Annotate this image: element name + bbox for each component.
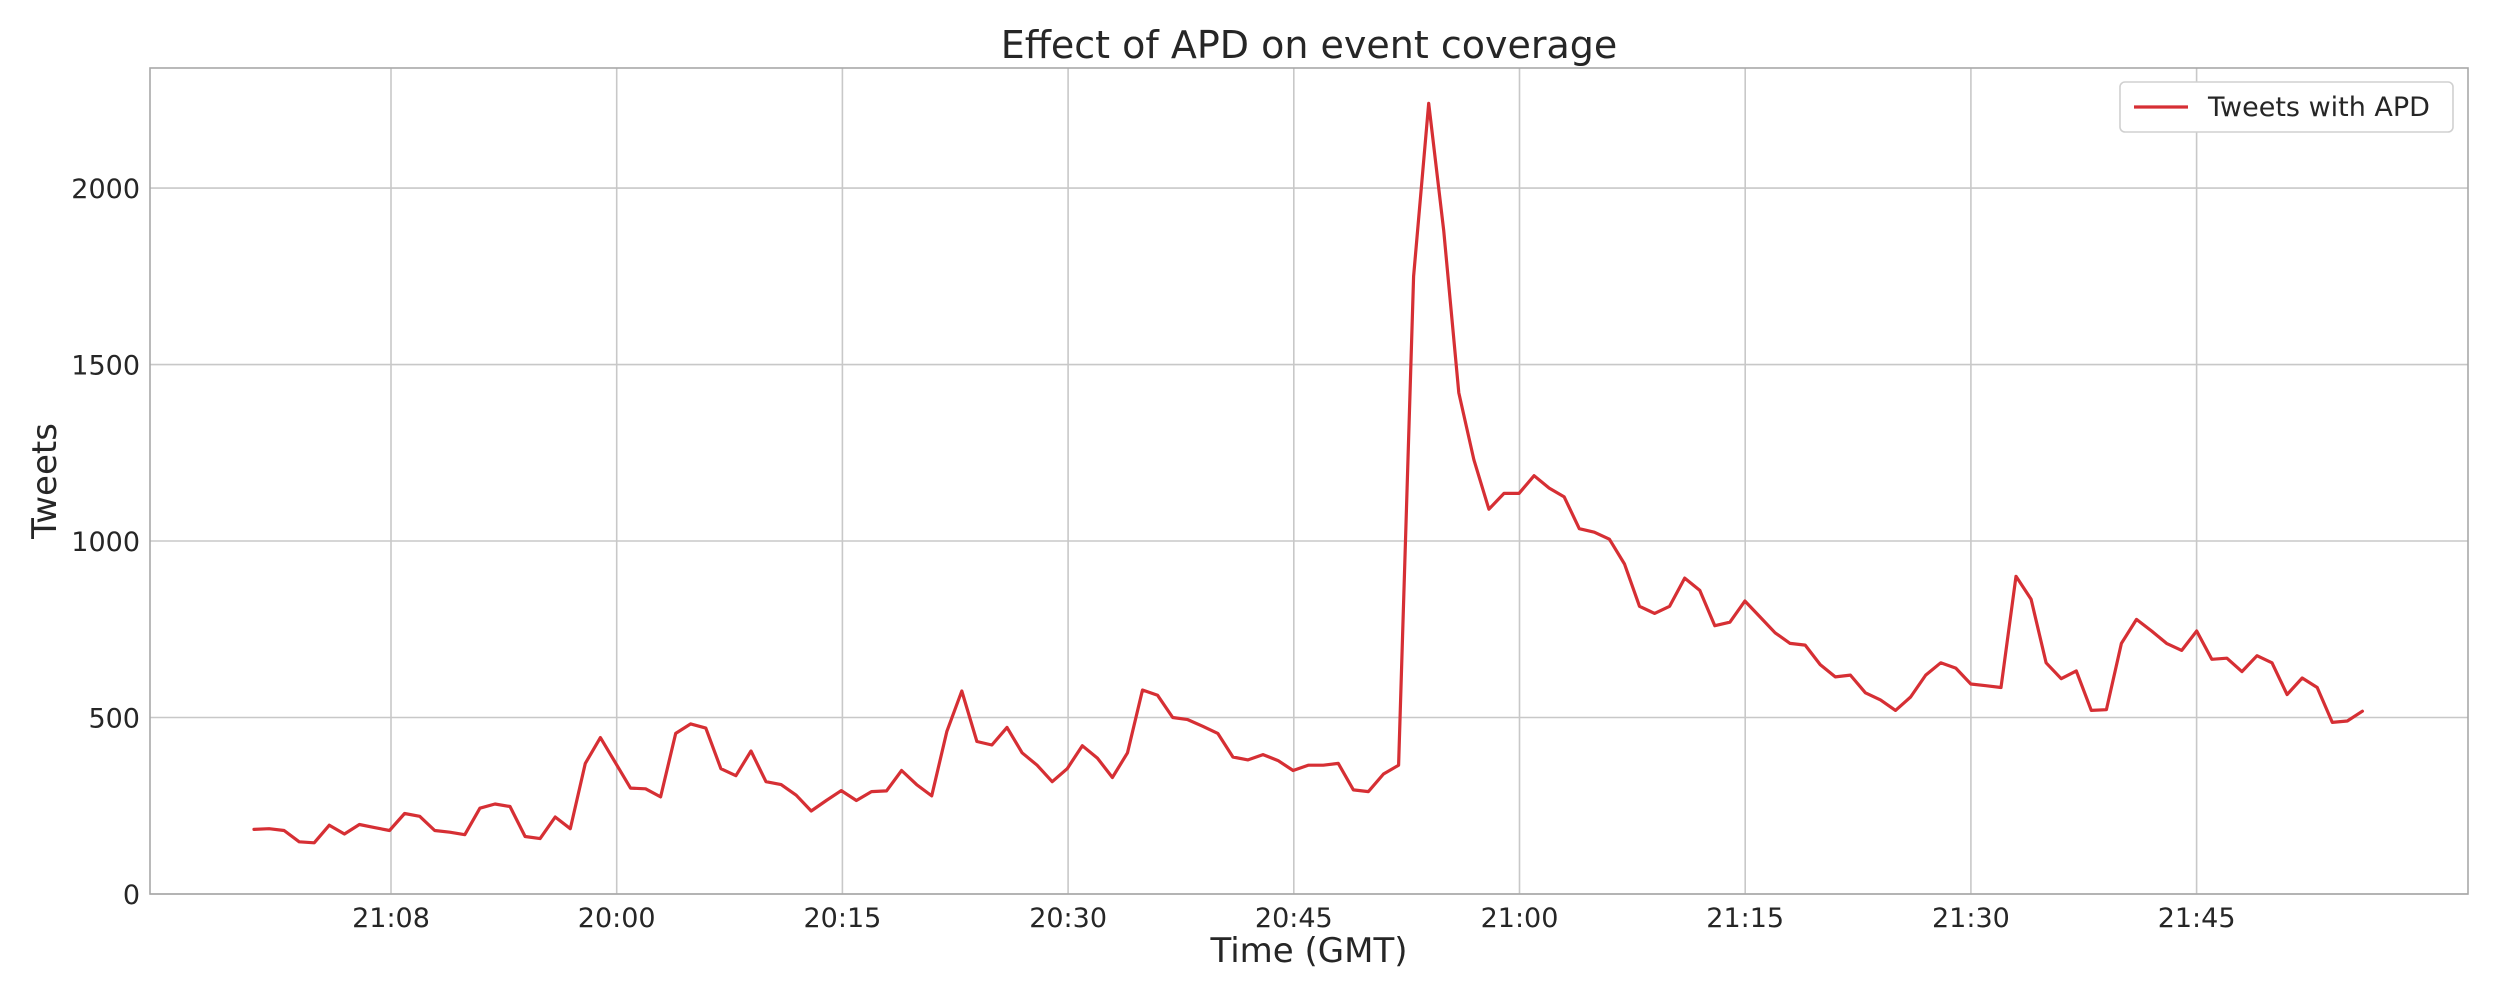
x-tick-label: 21:08 <box>352 903 430 934</box>
chart-title: Effect of APD on event coverage <box>1001 23 1618 67</box>
x-tick-label: 21:15 <box>1706 903 1784 934</box>
legend: Tweets with APD <box>2119 81 2454 133</box>
x-tick-label: 21:30 <box>1932 903 2010 934</box>
y-tick-label: 2000 <box>71 174 140 205</box>
y-tick-label: 500 <box>88 704 140 735</box>
y-tick-label: 1000 <box>71 527 140 558</box>
series-layer <box>252 101 2364 845</box>
x-tick-label: 21:45 <box>2158 903 2236 934</box>
tick-labels: 0 500 1000 1500 2000 21:08 20:00 20:15 20:30 20:4… <box>71 174 2235 934</box>
x-tick-label: 20:30 <box>1029 903 1107 934</box>
grid <box>150 68 2468 895</box>
x-tick-label: 20:15 <box>803 903 881 934</box>
x-tick-label: 20:45 <box>1255 903 1333 934</box>
plot-frame <box>149 67 2469 895</box>
y-tick-label: 1500 <box>71 351 140 382</box>
y-axis-label: Tweets <box>25 423 65 540</box>
y-tick-label: 0 <box>123 880 140 911</box>
x-tick-label: 21:00 <box>1481 903 1559 934</box>
x-axis-label: Time (GMT) <box>1210 931 1408 971</box>
legend-label: Tweets with APD <box>2207 92 2430 123</box>
x-tick-label: 20:00 <box>578 903 656 934</box>
series-line-tweets-with-apd <box>252 101 2364 845</box>
legend-box <box>2119 81 2454 133</box>
